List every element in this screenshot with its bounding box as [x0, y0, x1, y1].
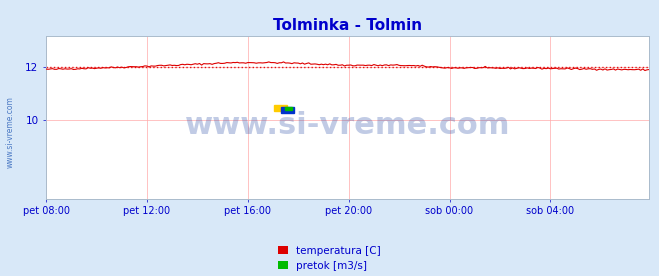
Bar [285, 107, 292, 110]
Bar [281, 107, 294, 113]
Legend: temperatura [C], pretok [m3/s]: temperatura [C], pretok [m3/s] [277, 246, 382, 271]
Bar [274, 105, 287, 111]
Text: www.si-vreme.com: www.si-vreme.com [185, 111, 510, 140]
Title: Tolminka - Tolmin: Tolminka - Tolmin [273, 18, 422, 33]
Text: www.si-vreme.com: www.si-vreme.com [5, 97, 14, 168]
